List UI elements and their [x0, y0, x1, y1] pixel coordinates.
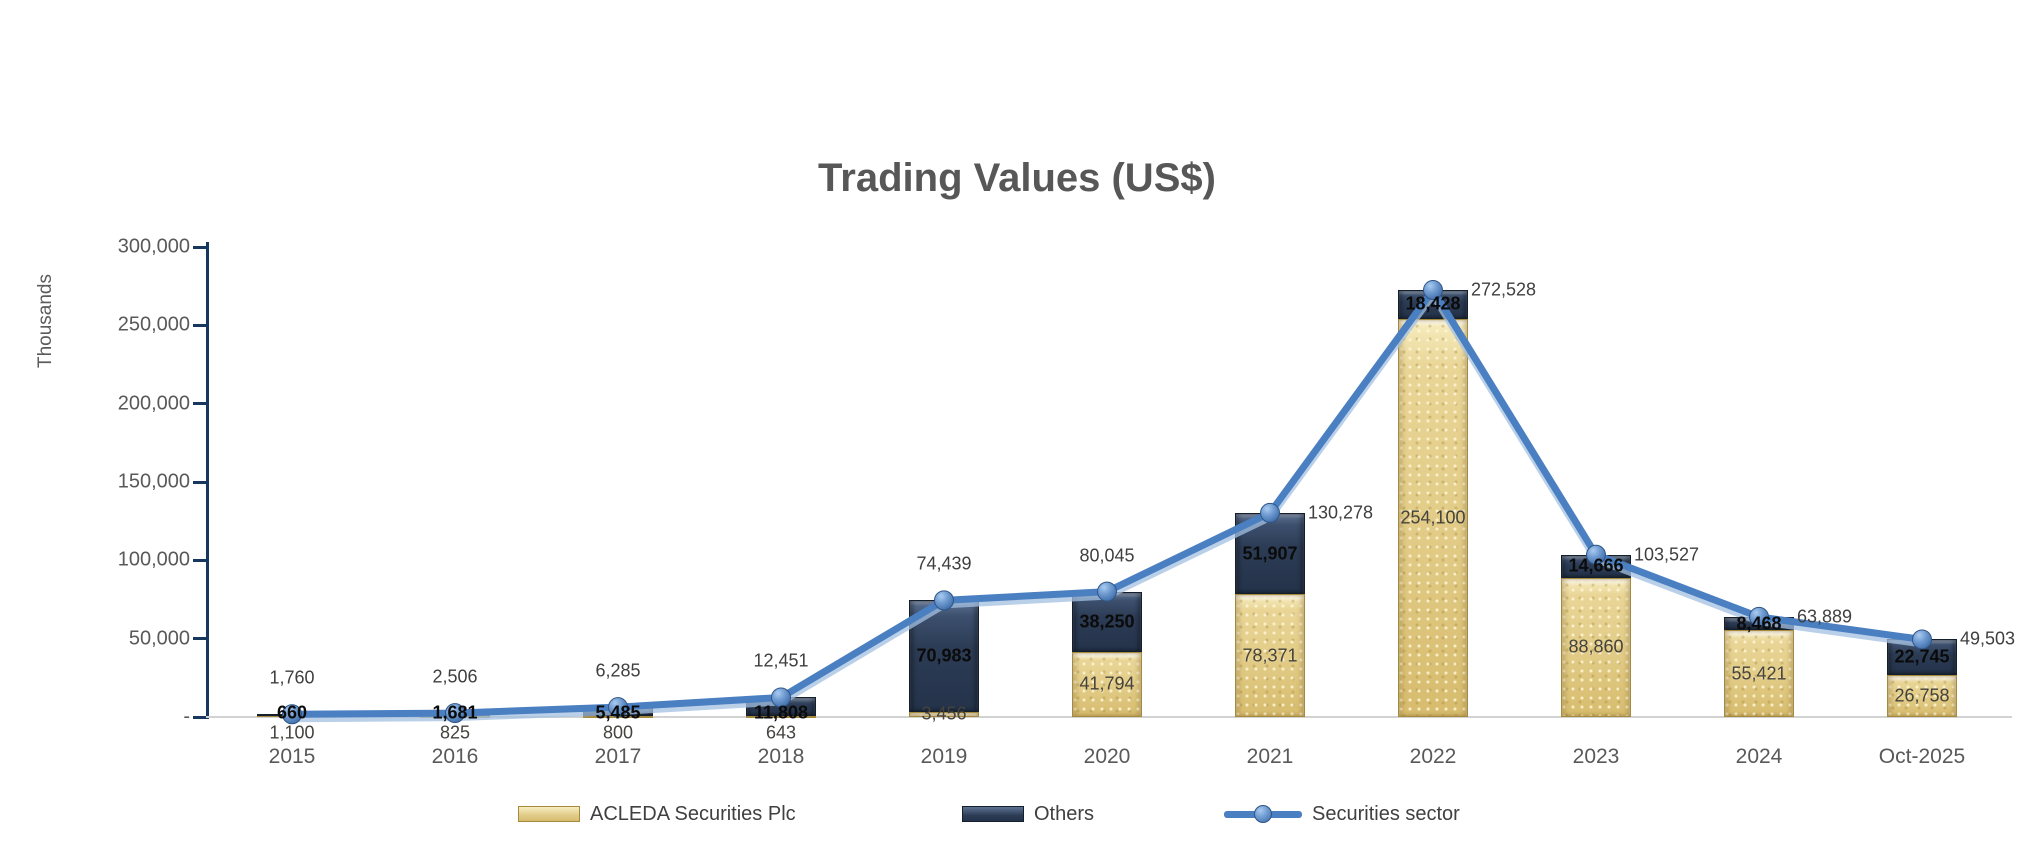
bar-label-others: 1,681 [432, 702, 478, 723]
x-tick-label: 2020 [1083, 745, 1131, 768]
line-label: 12,451 [753, 650, 809, 671]
bar-label-others: 70,983 [916, 645, 972, 666]
bar-label-others: 18,428 [1405, 293, 1461, 314]
bar-label-others: 51,907 [1242, 543, 1298, 564]
x-tick-label: 2022 [1409, 745, 1457, 768]
chart-legend: ACLEDA Securities Plc Others Securities … [0, 798, 2034, 832]
bar-label-others: 8,468 [1736, 613, 1782, 634]
y-tick-mark [193, 715, 206, 719]
legend-item-securities-sector: Securities sector [1224, 798, 1460, 830]
legend-label: Others [1034, 802, 1095, 825]
bar-label-acleda: 78,371 [1242, 645, 1298, 666]
line-label: 1,760 [269, 667, 315, 688]
y-tick-mark [193, 637, 206, 641]
bar-label-acleda: 88,860 [1568, 636, 1624, 657]
y-tick-label: 150,000 [117, 470, 190, 493]
bar-label-others: 5,485 [595, 702, 641, 723]
legend-item-acleda-securities: ACLEDA Securities Plc [518, 798, 796, 830]
bar-label-others: 11,808 [753, 702, 809, 723]
y-tick-label: 200,000 [117, 392, 190, 415]
x-tick-label: 2021 [1246, 745, 1294, 768]
bar-label-acleda: 254,100 [1400, 507, 1466, 528]
y-tick-mark [193, 558, 206, 562]
gold-bar-swatch-icon [518, 806, 580, 822]
line-label: 6,285 [595, 660, 641, 681]
x-tick-label: 2016 [431, 745, 479, 768]
y-tick-label: 100,000 [117, 548, 190, 571]
y-tick-label: 50,000 [128, 627, 190, 650]
line-label: 74,439 [916, 553, 972, 574]
y-axis-line [206, 242, 209, 719]
legend-label: ACLEDA Securities Plc [590, 802, 796, 825]
x-tick-label: 2017 [594, 745, 642, 768]
bar-label-acleda: 825 [439, 722, 471, 743]
legend-item-others: Others [962, 798, 1094, 830]
y-tick-label: - [183, 705, 190, 728]
line-label: 80,045 [1079, 545, 1135, 566]
x-tick-label: 2015 [268, 745, 316, 768]
x-tick-label: Oct-2025 [1878, 745, 1966, 768]
bar-label-acleda: 800 [602, 722, 634, 743]
y-tick-mark [193, 480, 206, 484]
y-tick-mark [193, 245, 206, 249]
bar-label-acleda: 41,794 [1079, 673, 1135, 694]
legend-label: Securities sector [1312, 802, 1460, 825]
navy-bar-swatch-icon [962, 806, 1024, 822]
bar-label-acleda: 26,758 [1894, 685, 1950, 706]
x-tick-label: 2024 [1735, 745, 1783, 768]
line-label: 63,889 [1797, 606, 1853, 627]
line-label: 49,503 [1960, 628, 2016, 649]
bar-label-acleda: 1,100 [269, 722, 315, 743]
bar-label-acleda: 55,421 [1731, 663, 1787, 684]
x-tick-label: 2019 [920, 745, 968, 768]
chart-title: Trading Values (US$) [818, 156, 1216, 200]
line-label: 272,528 [1471, 279, 1537, 300]
line-marker-swatch-icon [1224, 804, 1302, 824]
y-tick-mark [193, 323, 206, 327]
bar-label-others: 22,745 [1894, 646, 1950, 667]
line-label: 103,527 [1634, 544, 1700, 565]
line-label: 130,278 [1308, 502, 1374, 523]
bar-label-others: 38,250 [1079, 611, 1135, 632]
bar-label-acleda: 643 [765, 722, 797, 743]
bar-label-others: 14,666 [1568, 555, 1624, 576]
line-label: 2,506 [432, 666, 478, 687]
y-tick-mark [193, 402, 206, 406]
bar-label-acleda: 3,456 [921, 703, 967, 724]
x-tick-label: 2023 [1572, 745, 1620, 768]
y-tick-label: 300,000 [117, 235, 190, 258]
bar-label-others: 660 [276, 702, 308, 723]
y-tick-label: 250,000 [117, 313, 190, 336]
x-tick-label: 2018 [757, 745, 805, 768]
